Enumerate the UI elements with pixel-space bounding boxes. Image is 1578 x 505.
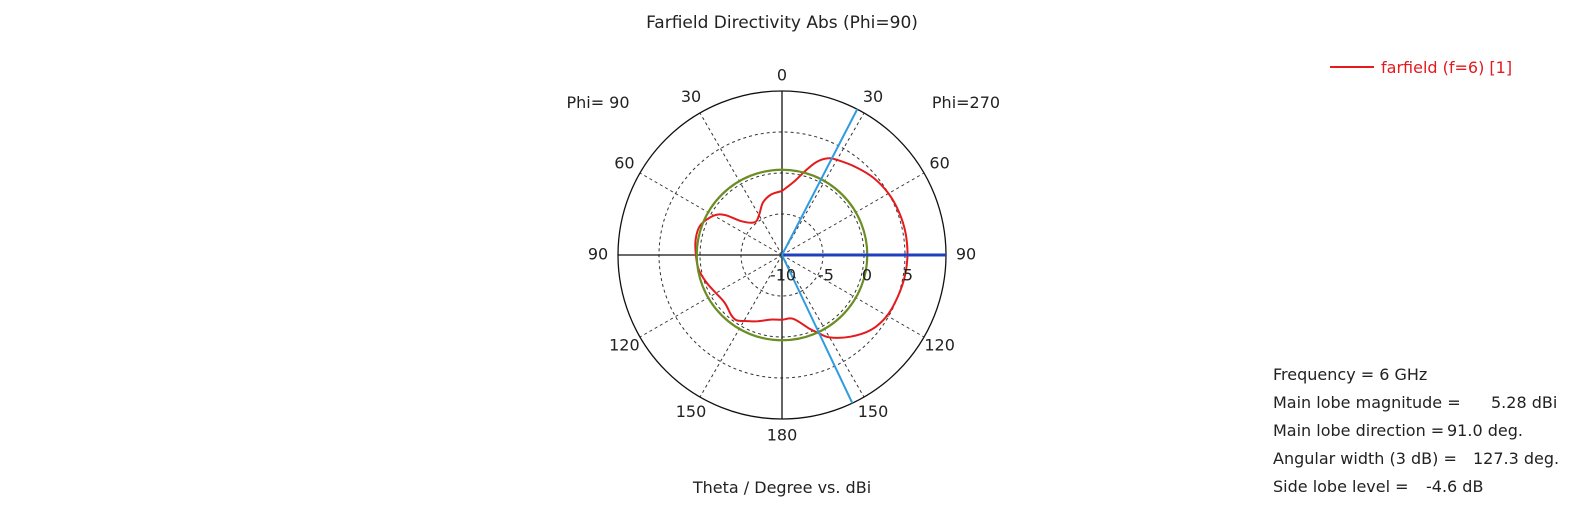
angle-label-right: 60 xyxy=(929,154,949,173)
angle-label-left: 150 xyxy=(676,402,707,421)
radial-tick-label: -10 xyxy=(770,266,796,285)
angle-label-left: 30 xyxy=(681,87,701,106)
angle-label-0: 0 xyxy=(777,66,787,85)
chart-title: Farfield Directivity Abs (Phi=90) xyxy=(646,13,918,33)
angle-label-left: 60 xyxy=(614,154,634,173)
phi-left-label: Phi= 90 xyxy=(566,93,629,112)
info-frequency-label: Frequency = 6 GHz xyxy=(1273,365,1428,384)
info-width-label: Angular width (3 dB) = xyxy=(1273,449,1457,468)
plot-markers xyxy=(781,108,946,404)
angle-label-right: 150 xyxy=(858,402,889,421)
angle-label-left: 120 xyxy=(609,336,640,355)
grid-spoke xyxy=(639,254,783,338)
radial-tick-label: 0 xyxy=(862,266,872,285)
angle-label-left: 90 xyxy=(588,245,608,264)
beamwidth-edge-2-line xyxy=(781,254,854,404)
angle-label-right: 90 xyxy=(956,245,976,264)
series-line-0 xyxy=(694,157,909,339)
x-axis-label: Theta / Degree vs. dBi xyxy=(692,478,871,497)
info-magnitude-label: Main lobe magnitude = xyxy=(1273,393,1461,412)
info-sidelobe-value: -4.6 dB xyxy=(1426,477,1484,496)
info-sidelobe-label: Side lobe level = xyxy=(1273,477,1409,496)
angle-label-right: 30 xyxy=(863,87,883,106)
plot-series xyxy=(694,157,909,342)
radial-tick-label: -5 xyxy=(818,266,834,285)
radial-tick-label: 5 xyxy=(903,266,913,285)
info-width-value: 127.3 deg. xyxy=(1473,449,1560,468)
legend: farfield (f=6) [1] xyxy=(1330,58,1512,77)
beamwidth-edge-1-line xyxy=(781,108,859,256)
phi-right-label: Phi=270 xyxy=(932,93,1000,112)
info-magnitude-value: 5.28 dBi xyxy=(1491,393,1558,412)
info-direction-value: 91.0 deg. xyxy=(1447,421,1523,440)
tick-labels: 0 180 30 30 60 60 90 90 120 120 150 150 -10 -5 0 5 xyxy=(588,66,976,445)
info-direction-label: Main lobe direction = xyxy=(1273,421,1445,440)
angle-label-right: 120 xyxy=(924,336,955,355)
angle-label-180: 180 xyxy=(767,426,798,445)
legend-label: farfield (f=6) [1] xyxy=(1381,58,1512,77)
